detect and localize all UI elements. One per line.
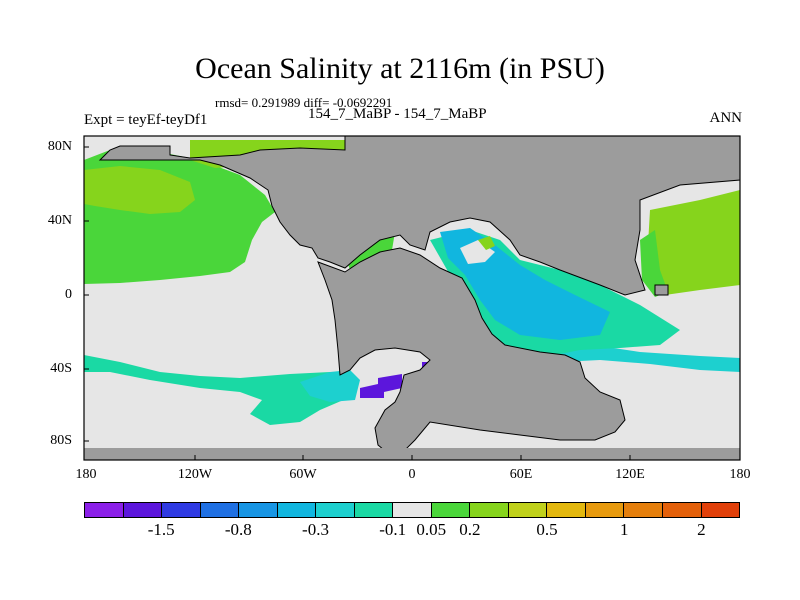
colorbar-label: -0.3 bbox=[302, 520, 329, 539]
lat-tick-40n: 40N bbox=[47, 213, 72, 228]
colorbar-swatch bbox=[277, 503, 317, 517]
lon-tick-60e: 60E bbox=[509, 467, 533, 482]
colorbar-label: -0.1 bbox=[379, 520, 407, 539]
colorbar-swatch bbox=[85, 503, 124, 517]
cases-label: 154_7_MaBP - 154_7_MaBP bbox=[308, 106, 487, 122]
anomaly-seaway-green bbox=[478, 236, 495, 250]
colorbar-label: 0.5 bbox=[536, 520, 558, 539]
land-south-continent bbox=[317, 247, 626, 456]
colorbar-swatch bbox=[200, 503, 240, 517]
colorbar-swatch bbox=[239, 503, 278, 517]
colorbar bbox=[84, 502, 740, 518]
colorbar-swatch bbox=[624, 503, 663, 517]
lon-tick-180w: 180 bbox=[75, 467, 97, 482]
colorbar-swatch bbox=[470, 503, 509, 517]
colorbar-swatch bbox=[354, 503, 394, 517]
lon-tick-120w: 120W bbox=[177, 467, 213, 482]
lon-tick-120e: 120E bbox=[615, 467, 645, 482]
colorbar-label: 2 bbox=[697, 520, 706, 539]
colorbar-swatch bbox=[701, 503, 740, 517]
colorbar-swatch bbox=[123, 503, 163, 517]
colorbar-swatch bbox=[547, 503, 586, 517]
stats-line: rmsd= 0.291989 diff= -0.0692291 bbox=[215, 95, 393, 110]
colorbar-swatch bbox=[162, 503, 201, 517]
colorbar-swatch bbox=[585, 503, 625, 517]
anomaly-south-central bbox=[300, 370, 360, 402]
land-southern-rim bbox=[84, 448, 740, 460]
season-label: ANN bbox=[709, 110, 743, 126]
colorbar-swatch bbox=[662, 503, 702, 517]
anomaly-east-ocean bbox=[648, 190, 740, 295]
lat-tick-80s: 80S bbox=[50, 433, 72, 448]
colorbar-swatch bbox=[431, 503, 471, 517]
colorbar-label: 0.2 bbox=[459, 520, 481, 539]
lon-tick-60w: 60W bbox=[289, 467, 317, 482]
anomaly-southern-band bbox=[84, 355, 350, 425]
experiment-label: Expt = teyEf-teyDf1 bbox=[84, 112, 208, 128]
lat-tick-0: 0 bbox=[65, 287, 72, 302]
anomaly-purple-patch bbox=[360, 374, 402, 398]
colorbar-label: -0.8 bbox=[224, 520, 252, 539]
anomaly-inland-green bbox=[345, 232, 395, 270]
lat-tick-80n: 80N bbox=[47, 139, 72, 154]
colorbar-swatch bbox=[316, 503, 355, 517]
anomaly-north-pacific-core bbox=[84, 166, 195, 214]
colorbar-label: -1.5 bbox=[147, 520, 175, 539]
lon-tick-0: 0 bbox=[408, 467, 416, 482]
anomaly-east-ocean-edge bbox=[640, 230, 668, 297]
colorbar-label: 0.05 bbox=[416, 520, 447, 539]
lat-tick-40s: 40S bbox=[50, 361, 72, 376]
land-north-continent bbox=[98, 135, 741, 296]
colorbar-label: 1 bbox=[619, 520, 629, 539]
colorbar-swatch bbox=[393, 503, 432, 517]
lon-tick-180e: 180 bbox=[729, 467, 751, 482]
land-small-island bbox=[654, 284, 669, 296]
colorbar-swatch bbox=[508, 503, 548, 517]
plot-title: Ocean Salinity at 2116m (in PSU) bbox=[195, 52, 605, 85]
